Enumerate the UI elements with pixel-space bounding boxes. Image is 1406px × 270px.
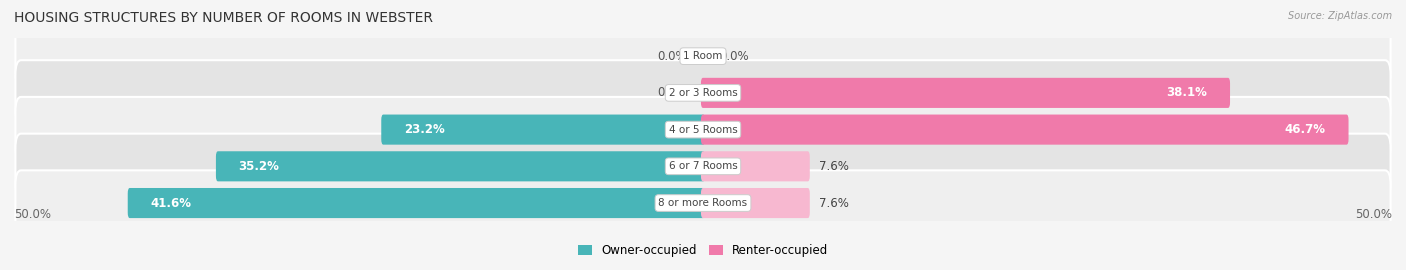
Text: 0.0%: 0.0% (657, 86, 686, 99)
FancyBboxPatch shape (15, 23, 1391, 89)
Text: 23.2%: 23.2% (404, 123, 444, 136)
Text: 6 or 7 Rooms: 6 or 7 Rooms (669, 161, 737, 171)
Text: HOUSING STRUCTURES BY NUMBER OF ROOMS IN WEBSTER: HOUSING STRUCTURES BY NUMBER OF ROOMS IN… (14, 11, 433, 25)
Text: 8 or more Rooms: 8 or more Rooms (658, 198, 748, 208)
Text: 4 or 5 Rooms: 4 or 5 Rooms (669, 124, 737, 135)
Text: 0.0%: 0.0% (657, 50, 686, 63)
FancyBboxPatch shape (702, 151, 810, 181)
FancyBboxPatch shape (15, 60, 1391, 126)
Text: Source: ZipAtlas.com: Source: ZipAtlas.com (1288, 11, 1392, 21)
FancyBboxPatch shape (702, 78, 1230, 108)
FancyBboxPatch shape (217, 151, 704, 181)
Text: 46.7%: 46.7% (1285, 123, 1326, 136)
Text: 41.6%: 41.6% (150, 197, 191, 210)
FancyBboxPatch shape (128, 188, 704, 218)
Text: 50.0%: 50.0% (1355, 208, 1392, 221)
FancyBboxPatch shape (702, 114, 1348, 145)
FancyBboxPatch shape (15, 170, 1391, 236)
FancyBboxPatch shape (381, 114, 704, 145)
Text: 2 or 3 Rooms: 2 or 3 Rooms (669, 88, 737, 98)
Text: 0.0%: 0.0% (720, 50, 749, 63)
FancyBboxPatch shape (15, 134, 1391, 199)
FancyBboxPatch shape (15, 97, 1391, 162)
Text: 7.6%: 7.6% (818, 197, 849, 210)
Legend: Owner-occupied, Renter-occupied: Owner-occupied, Renter-occupied (572, 239, 834, 262)
Text: 1 Room: 1 Room (683, 51, 723, 61)
Text: 7.6%: 7.6% (818, 160, 849, 173)
Text: 35.2%: 35.2% (239, 160, 280, 173)
FancyBboxPatch shape (702, 188, 810, 218)
Text: 50.0%: 50.0% (14, 208, 51, 221)
Text: 38.1%: 38.1% (1167, 86, 1208, 99)
